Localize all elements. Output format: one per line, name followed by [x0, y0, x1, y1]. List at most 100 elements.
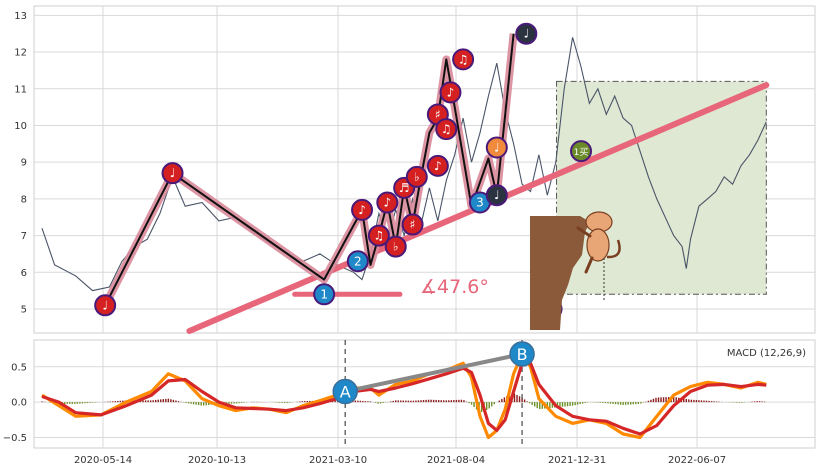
price-marker-circle: [367, 224, 390, 247]
monkey-tail: [606, 239, 621, 259]
price-marker-circle: [405, 165, 428, 188]
price-marker-circle: [94, 294, 117, 317]
price-marker: ♪: [439, 81, 462, 104]
macd-panel: 0.50.0−0.5 AB MACD (12,26,9): [3, 339, 816, 449]
cliff-shape: [530, 216, 590, 330]
price-marker-label: ♫: [458, 52, 469, 66]
monkey-leg: [584, 256, 594, 274]
macd-overlays: AB: [332, 341, 535, 405]
price-marker-label: 1: [320, 287, 328, 301]
price-marker: ♭: [384, 235, 407, 258]
price-y-tick: 7: [21, 231, 27, 242]
x-tick-label: 2020-10-13: [188, 455, 246, 466]
price-marker-label: 1买: [574, 147, 589, 158]
price-marker-label: 2: [354, 254, 362, 268]
price-marker-label: ♪: [434, 159, 442, 173]
x-tick-label: 2021-08-04: [427, 455, 485, 466]
monkey-illustration: [530, 211, 621, 330]
price-marker-circle: [161, 162, 184, 185]
price-marker-label: ♫: [441, 122, 452, 136]
price-series: [41, 37, 767, 292]
price-marker-label: ♭: [393, 240, 399, 254]
price-marker: ♩: [485, 184, 508, 207]
macd-y-axis: 0.5 0.0 −0.5: [3, 362, 27, 444]
price-marker-label: ♩: [494, 140, 500, 154]
price-marker-circle: [346, 250, 369, 273]
price-marker-label: ♪: [358, 203, 366, 217]
price-marker: ♩: [161, 162, 184, 185]
divergence-marker-label: A: [340, 383, 351, 402]
price-marker-circle: [384, 235, 407, 258]
price-marker-circle: [485, 184, 508, 207]
macd-y-tick: −0.5: [3, 433, 27, 444]
price-y-tick: 13: [14, 11, 27, 22]
divergence-marker: [509, 341, 535, 367]
divergence-line: [344, 352, 523, 394]
price-marker-label: 3: [476, 196, 484, 210]
macd-legend: MACD (12,26,9): [727, 348, 806, 359]
price-marker-circle: [401, 213, 424, 236]
price-marker-label: ♫: [374, 229, 385, 243]
macd-grid: [34, 340, 815, 448]
price-marker-label: ♯: [410, 218, 416, 232]
price-marker-label: ♪: [447, 85, 455, 99]
price-marker: ♫: [435, 118, 458, 141]
price-marker: ♪: [376, 191, 399, 214]
price-marker-circle: [485, 136, 508, 159]
price-marker-circle: [351, 198, 374, 221]
price-marker-label: ♭: [414, 170, 420, 184]
price-y-tick: 6: [21, 268, 27, 279]
x-tick-label: 2021-03-10: [309, 455, 367, 466]
macd-frame: [33, 339, 816, 449]
price-marker: ♭: [405, 165, 428, 188]
price-marker: ♯: [401, 213, 424, 236]
x-tick-label: 2020-05-14: [74, 455, 132, 466]
price-marker: 1: [313, 283, 336, 306]
monkey-body: [586, 228, 610, 262]
signal-line: [41, 361, 767, 436]
price-marker: ♫: [367, 224, 390, 247]
price-y-tick: 5: [21, 304, 27, 315]
price-marker: ♪: [351, 198, 374, 221]
price-marker-label: ♩: [523, 27, 529, 41]
price-y-tick: 10: [14, 121, 27, 132]
projection-box: [556, 80, 767, 295]
divergence-marker-label: B: [517, 345, 528, 364]
price-y-tick: 12: [14, 48, 27, 59]
price-y-tick: 11: [14, 84, 27, 95]
macd-y-tick: 0.0: [11, 398, 27, 409]
price-marker-circle: [435, 118, 458, 141]
price-marker-label: ♯: [435, 107, 441, 121]
price-marker-circle: [376, 191, 399, 214]
x-tick-label: 2021-12-31: [548, 455, 606, 466]
price-marker-label: ♩: [170, 166, 176, 180]
price-marker: ♩: [94, 294, 117, 317]
price-marker-label: ♩: [102, 298, 108, 312]
price-marker: 2: [346, 250, 369, 273]
projection-box-rect: [556, 80, 767, 295]
price-marker: 1买: [570, 140, 593, 163]
macd-y-tick: 0.5: [11, 362, 27, 373]
price-marker-circle: [452, 48, 475, 71]
price-marker-label: ♪: [383, 196, 391, 210]
price-marker-circle: [570, 140, 593, 163]
price-y-tick: 9: [21, 158, 27, 169]
price-marker-circle: [313, 283, 336, 306]
price-marker: ♩: [515, 22, 538, 45]
angle-label: ∡47.6°: [420, 276, 489, 298]
price-marker: ♫: [452, 48, 475, 71]
price-marker-label: ♬: [399, 181, 410, 195]
price-marker: ♩: [485, 136, 508, 159]
monkey-arm: [576, 226, 592, 238]
price-marker-circle: [515, 22, 538, 45]
price-marker-label: ♩: [494, 188, 500, 202]
price-y-tick: 8: [21, 194, 27, 205]
x-axis: 2020-05-14 2020-10-13 2021-03-10 2021-08-04…: [74, 455, 726, 466]
divergence-marker: [332, 378, 358, 405]
price-marker: ♪: [426, 154, 449, 177]
x-tick-label: 2022-06-07: [668, 455, 726, 466]
price-marker-circle: [426, 154, 449, 177]
price-marker-circle: [439, 81, 462, 104]
